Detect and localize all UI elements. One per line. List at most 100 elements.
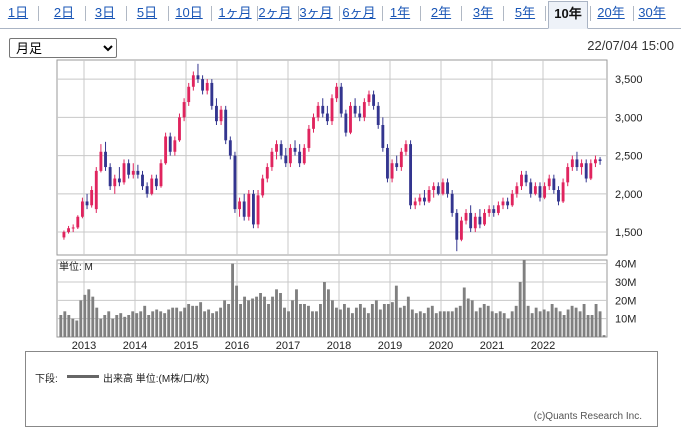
volume-bar	[370, 304, 374, 337]
tab-8[interactable]: 3ヶ月	[299, 5, 333, 20]
candle-period-select[interactable]: 月足	[9, 38, 117, 58]
candle-body	[358, 113, 362, 118]
tab-5[interactable]: 10日	[175, 5, 203, 20]
candle-body	[580, 163, 584, 168]
volume-bar	[99, 318, 103, 337]
candle-body	[496, 205, 500, 213]
volume-bar	[398, 307, 402, 337]
candle-body	[404, 144, 408, 152]
tab-14[interactable]: 10年	[548, 1, 588, 29]
volume-bar	[438, 311, 442, 337]
tab-4[interactable]: 5日	[136, 5, 158, 20]
candle-body	[598, 159, 602, 161]
tab-3[interactable]: 3日	[94, 5, 116, 20]
volume-bar	[207, 309, 211, 337]
volume-bar	[506, 318, 510, 337]
candle-body	[436, 186, 440, 194]
volume-bar	[123, 316, 127, 337]
tab-9[interactable]: 6ヶ月	[342, 5, 376, 20]
volume-bar	[590, 315, 594, 337]
candle-body	[293, 147, 297, 152]
volume-bar	[498, 311, 502, 337]
volume-bar	[303, 304, 306, 337]
candle-body	[349, 105, 352, 133]
volume-bar	[502, 313, 506, 337]
tab-13[interactable]: 5年	[514, 5, 536, 20]
candle-body	[459, 220, 463, 240]
volume-bar	[287, 311, 290, 337]
candle-body	[362, 102, 366, 118]
volume-bar	[227, 304, 231, 337]
volume-legend-swatch	[67, 375, 99, 378]
volume-bar	[378, 309, 382, 337]
price-y-tick-label: 1,500	[615, 227, 643, 239]
candle-body	[566, 167, 570, 183]
volume-bar	[143, 305, 147, 337]
tab-7[interactable]: 2ヶ月	[258, 5, 292, 20]
candle-body	[261, 178, 265, 196]
volume-bar	[187, 304, 191, 337]
volume-bar	[602, 335, 606, 337]
candle-body	[538, 186, 542, 198]
candle-body	[557, 190, 560, 202]
volume-bar	[414, 313, 418, 337]
candle-body	[353, 105, 357, 114]
tab-separator	[461, 6, 462, 21]
volume-bar	[111, 318, 115, 337]
candle-body	[284, 155, 288, 164]
volume-bar	[299, 304, 302, 337]
stock-chart: 2013 2014 2015 2016 2017 2018 2019 2020 2021 2022…	[56, 59, 643, 350]
volume-bar	[542, 309, 546, 337]
candle-body	[506, 201, 510, 206]
candle-body	[279, 144, 283, 156]
candle-body	[205, 82, 209, 91]
candle-body	[265, 167, 269, 179]
volume-y-tick-label: 30M	[615, 277, 636, 289]
volume-bar	[366, 313, 370, 337]
candle-body	[594, 159, 597, 164]
volume-bar	[283, 307, 286, 337]
tab-12[interactable]: 3年	[472, 5, 494, 20]
tab-15[interactable]: 20年	[597, 5, 625, 20]
volume-bar	[279, 293, 282, 337]
candle-body	[256, 195, 260, 225]
copyright-text: (c)Quants Research Inc.	[533, 411, 642, 422]
volume-bar	[175, 307, 179, 337]
candle-body	[182, 102, 186, 118]
tab-10[interactable]: 1年	[389, 5, 411, 20]
candle-body	[90, 190, 94, 206]
volume-bar	[307, 305, 310, 337]
volume-bar	[327, 289, 330, 337]
volume-bar	[183, 307, 187, 337]
candle-body	[251, 193, 255, 225]
candle-body	[122, 163, 126, 183]
volume-bar	[119, 313, 123, 337]
x-tick-label: 2016	[225, 340, 249, 350]
tab-1[interactable]: 1日	[7, 5, 29, 20]
volume-bar	[494, 313, 498, 337]
volume-bar	[342, 304, 346, 337]
volume-bar	[91, 296, 95, 337]
legend-label: 下段:	[35, 374, 58, 385]
candle-body	[533, 186, 537, 194]
candle-body	[298, 151, 302, 164]
tab-11[interactable]: 2年	[430, 5, 452, 20]
volume-bar	[578, 311, 582, 337]
tab-16[interactable]: 30年	[638, 5, 666, 20]
volume-bar	[179, 311, 183, 337]
volume-bar	[558, 311, 562, 337]
candle-body	[386, 147, 389, 179]
candle-body	[127, 163, 131, 175]
x-tick-label: 2014	[123, 340, 147, 350]
volume-bar	[466, 298, 470, 337]
volume-bar	[243, 296, 246, 337]
x-tick-label: 2013	[72, 340, 96, 350]
candle-body	[501, 201, 505, 206]
tab-6[interactable]: 1ヶ月	[218, 5, 252, 20]
tab-2[interactable]: 2日	[53, 5, 75, 20]
candle-body	[520, 174, 523, 187]
candle-body	[483, 212, 486, 225]
candle-body	[275, 144, 278, 152]
candle-body	[409, 144, 413, 206]
candle-body	[150, 178, 154, 194]
